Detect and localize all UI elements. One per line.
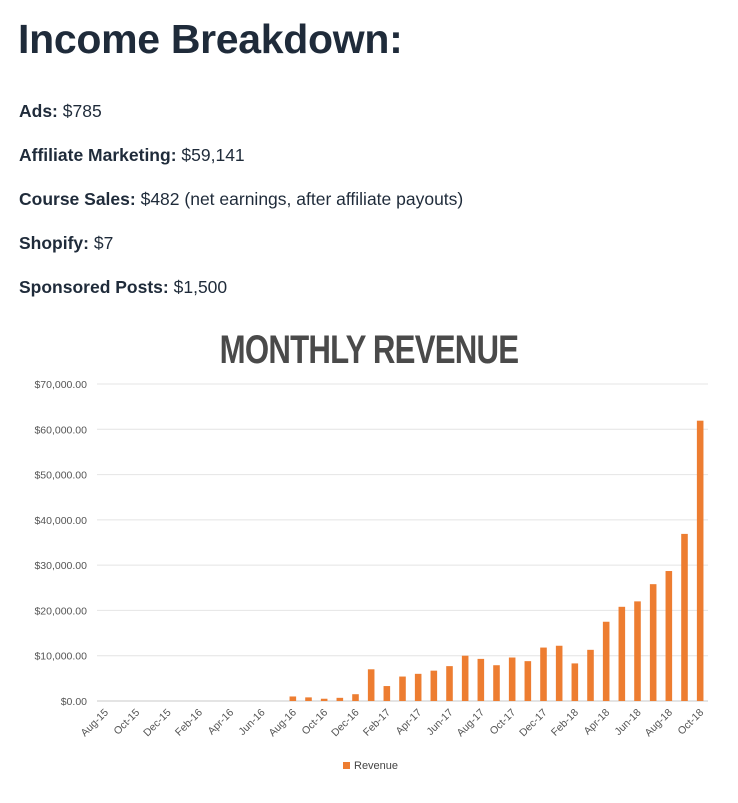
bar-dec-17 [540, 647, 547, 701]
bar-apr-17 [414, 673, 422, 701]
bar-feb-17 [383, 686, 391, 701]
income-item-affiliate: Affiliate Marketing: $59,141 [19, 144, 463, 188]
x-tick-label: Oct-17 [488, 707, 519, 738]
income-item-course-sales: Course Sales: $482 (net earnings, after … [19, 188, 463, 232]
chart-bars [289, 420, 704, 701]
bar-oct-18 [696, 420, 704, 701]
bar-oct-16 [320, 698, 328, 701]
bar-may-18 [618, 606, 626, 701]
x-tick-label: Aug-16 [267, 707, 300, 740]
bar-mar-18 [587, 649, 594, 701]
income-label: Shopify: [19, 233, 89, 253]
monthly-revenue-chart: $0.00 $10,000.00 $20,000.00 $30,000.00 $40,0… [34, 379, 708, 772]
income-label: Course Sales: [19, 189, 136, 209]
bar-dec-16 [352, 694, 359, 701]
bar-sep-16 [305, 697, 312, 701]
x-tick-label: Apr-18 [582, 707, 613, 738]
x-tick-label: Feb-16 [173, 707, 205, 739]
x-tick-label: Feb-18 [549, 707, 581, 739]
x-tick-label: Oct-15 [112, 707, 143, 738]
income-value: $1,500 [173, 277, 228, 297]
bar-jan-17 [367, 669, 375, 701]
bar-jul-17 [461, 655, 469, 701]
income-label: Affiliate Marketing: [19, 145, 177, 165]
y-tick-label: $60,000.00 [34, 424, 87, 436]
x-tick-label: Apr-16 [206, 707, 237, 738]
income-label: Sponsored Posts: [19, 277, 169, 297]
bar-nov-16 [336, 697, 344, 701]
x-tick-label: Aug-15 [79, 707, 112, 740]
legend-label: Revenue [354, 760, 398, 772]
bar-aug-16 [289, 696, 297, 701]
bar-nov-17 [524, 661, 532, 701]
x-tick-label: Oct-18 [676, 707, 707, 738]
bar-oct-17 [508, 657, 516, 701]
income-item-sponsored: Sponsored Posts: $1,500 [19, 276, 463, 320]
x-tick-label: Oct-16 [300, 707, 331, 738]
y-tick-label: $0.00 [61, 696, 87, 708]
bar-apr-18 [602, 621, 610, 701]
y-tick-label: $40,000.00 [34, 515, 87, 527]
bar-jun-17 [446, 666, 453, 701]
bar-feb-18 [571, 663, 579, 701]
bar-mar-17 [399, 676, 406, 701]
y-tick-label: $10,000.00 [34, 651, 87, 663]
bar-aug-17 [477, 658, 485, 701]
income-value: $482 (net earnings, after affiliate payo… [140, 189, 464, 209]
y-tick-label: $50,000.00 [34, 470, 87, 482]
y-axis-ticks: $0.00 $10,000.00 $20,000.00 $30,000.00 $40,0… [34, 379, 87, 708]
chart-legend: Revenue [343, 760, 398, 772]
x-tick-label: Jun-17 [424, 707, 455, 738]
income-label: Ads: [19, 101, 58, 121]
page-heading: Income Breakdown: [18, 16, 403, 62]
bar-sep-17 [493, 665, 500, 701]
x-tick-label: Dec-15 [141, 707, 174, 740]
x-tick-label: Feb-17 [361, 707, 393, 739]
y-tick-label: $20,000.00 [34, 605, 87, 617]
income-item-ads: Ads: $785 [19, 100, 463, 144]
income-value: $785 [62, 101, 102, 121]
x-tick-label: Jun-18 [612, 707, 643, 738]
x-tick-label: Dec-16 [329, 707, 362, 740]
x-tick-label: Aug-17 [455, 707, 488, 740]
x-tick-label: Apr-17 [394, 707, 425, 738]
income-breakdown-list: Ads: $785 Affiliate Marketing: $59,141 C… [19, 100, 463, 320]
x-tick-label: Jun-16 [236, 707, 267, 738]
legend-swatch [343, 762, 350, 769]
x-tick-label: Aug-18 [643, 707, 676, 740]
bar-sep-18 [681, 533, 688, 701]
bar-jun-18 [634, 601, 641, 701]
income-value: $59,141 [181, 145, 245, 165]
x-tick-label: Dec-17 [517, 707, 550, 740]
bar-may-17 [430, 670, 438, 701]
chart-gridlines [97, 383, 708, 702]
y-tick-label: $30,000.00 [34, 560, 87, 572]
income-value: $7 [93, 233, 114, 253]
y-tick-label: $70,000.00 [34, 379, 87, 391]
income-item-shopify: Shopify: $7 [19, 232, 463, 276]
chart-title: MONTHLY REVENUE [219, 328, 519, 372]
bar-aug-18 [665, 571, 673, 701]
bar-jan-18 [555, 645, 563, 701]
bar-jul-18 [649, 584, 657, 701]
